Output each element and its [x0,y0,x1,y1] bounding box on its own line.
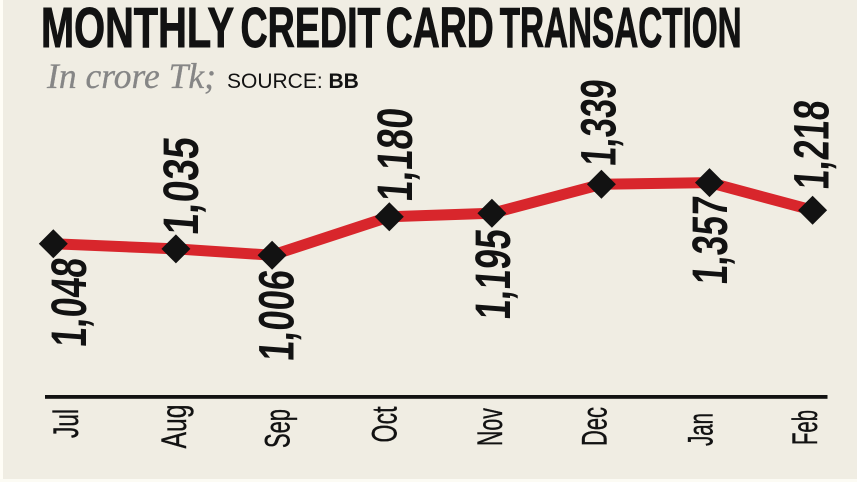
svg-text:1,035: 1,035 [152,135,209,237]
svg-text:Oct: Oct [366,406,405,442]
svg-text:Jan: Jan [682,413,721,446]
svg-text:1,048: 1,048 [42,256,97,349]
svg-text:Aug: Aug [155,405,194,449]
svg-text:CREDIT: CREDIT [241,0,381,60]
svg-text:Dec: Dec [576,407,615,446]
svg-text:1,006: 1,006 [249,268,305,363]
svg-text:In crore Tk;: In crore Tk; [46,56,216,96]
svg-text:Nov: Nov [471,408,510,446]
svg-text:MONTHLY: MONTHLY [41,0,234,60]
svg-text:CARD: CARD [386,0,494,60]
svg-text:Feb: Feb [786,410,825,445]
svg-text:1,357: 1,357 [683,194,738,286]
svg-text:SOURCE: BB: SOURCE: BB [227,70,359,93]
svg-text:TRANSACTION: TRANSACTION [500,0,742,60]
svg-text:1,339: 1,339 [571,77,627,167]
svg-text:1,180: 1,180 [368,106,423,204]
svg-text:Sep: Sep [259,409,298,448]
svg-text:1,195: 1,195 [465,227,521,321]
svg-text:Jul: Jul [47,409,86,438]
svg-text:1,218: 1,218 [785,98,840,191]
